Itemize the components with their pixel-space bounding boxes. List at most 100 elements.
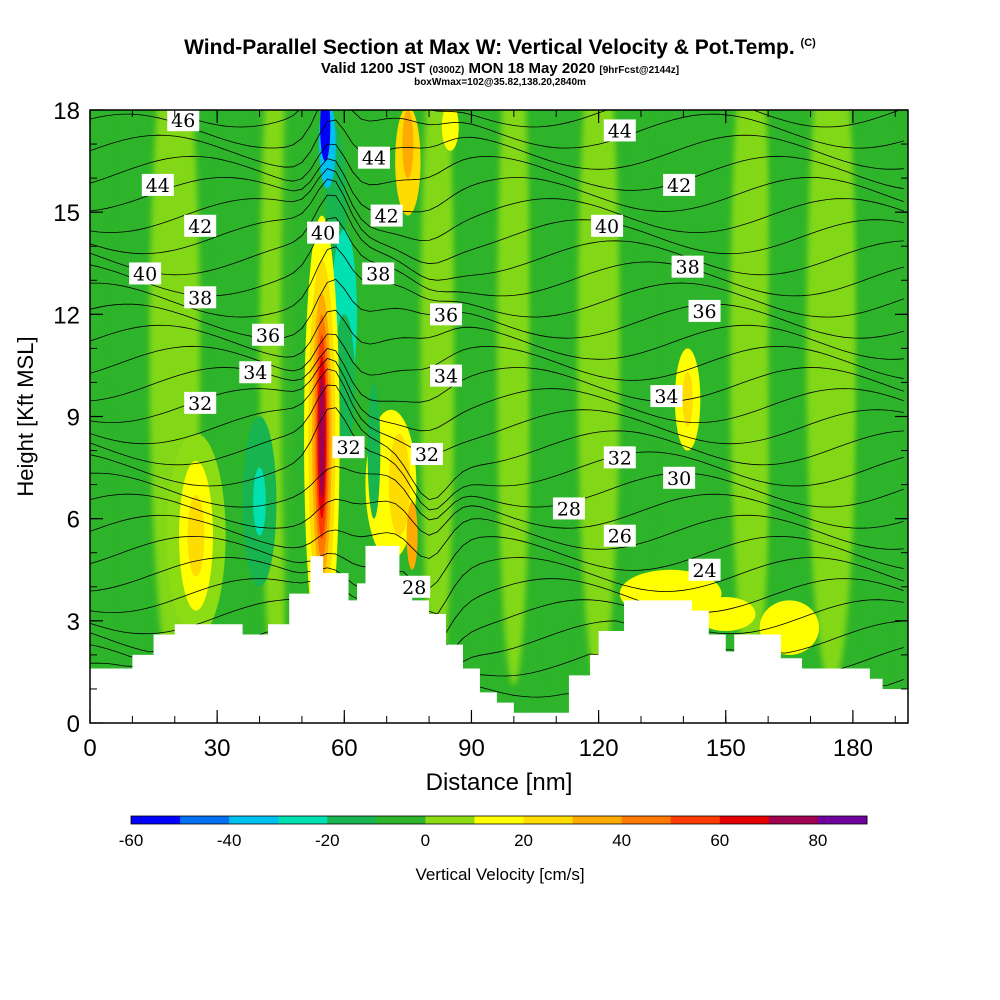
theta-contour [90, 309, 904, 360]
contour-label-box [252, 323, 285, 346]
x-tick-label: 30 [204, 735, 231, 762]
contour-label: 42 [375, 206, 399, 228]
y-axis-label: Height [Kft MSL] [13, 336, 38, 496]
contour-label-box [398, 575, 431, 598]
y-tick-label: 15 [53, 200, 80, 227]
contour-label-box [650, 385, 683, 408]
contour-label-box [357, 146, 390, 169]
updraft-core [318, 375, 325, 499]
colorbar-label: Vertical Velocity [cm/s] [415, 865, 584, 884]
contour-label-box [430, 364, 463, 387]
field-blob [441, 110, 459, 151]
field-blob [696, 596, 756, 632]
colorbar-tick-label: -60 [119, 831, 144, 850]
colorbar: -60 -40 -20 0 20 40 60 80 Vertical Velocity [cm/… [119, 815, 868, 884]
contour-label-box [184, 214, 217, 237]
contour-label: 24 [692, 560, 716, 582]
colorbar-swatch [768, 816, 819, 824]
colorbar-tick-label: 20 [514, 831, 533, 850]
y-tick-label: 0 [67, 711, 80, 738]
theta-contour [90, 246, 904, 318]
contour-label: 34 [243, 362, 267, 384]
theta-contour [90, 514, 904, 559]
colorbar-swatch [376, 816, 426, 824]
contour-label: 38 [676, 257, 700, 279]
contour-labels: 24 26 28 28 30 32 32 32 32 34 34 34 36 36 36 38 38 38 40 40… [129, 110, 721, 599]
contour-label: 28 [402, 577, 426, 599]
contour-label: 32 [415, 444, 439, 466]
contour-label-box [603, 446, 636, 469]
contour-label-box [603, 524, 636, 547]
contour-label-box [430, 303, 463, 326]
colorbar-swatch [229, 816, 279, 824]
theta-contour [90, 168, 904, 242]
theta-contour [90, 278, 904, 339]
contour-label: 42 [667, 175, 691, 197]
contour-label-box [663, 466, 696, 489]
colorbar-tick-label: 40 [612, 831, 631, 850]
colorbar-swatch [131, 816, 181, 824]
colorbar-tick-label: 60 [710, 831, 729, 850]
contour-label: 42 [188, 216, 212, 238]
colorbar-swatch [572, 816, 623, 824]
x-axis-label: Distance [nm] [426, 769, 573, 796]
field-blob [187, 494, 205, 577]
valid-time-utc: (0300Z) [429, 65, 465, 76]
contour-label-box [671, 255, 704, 278]
contour-label: 38 [188, 287, 212, 309]
field-blob [320, 110, 331, 162]
colorbar-swatch [425, 816, 475, 824]
theta-contour [90, 158, 904, 213]
x-tick-label: 150 [706, 735, 746, 762]
x-tick-label: 180 [833, 735, 873, 762]
theta-contour [90, 577, 904, 634]
contour-label: 28 [557, 498, 581, 520]
field-band [280, 110, 307, 686]
velocity-field [90, 110, 908, 723]
contour-label-box [129, 262, 162, 285]
contour-label: 32 [188, 393, 212, 415]
colorbar-swatch [327, 816, 377, 824]
theta-contour [90, 535, 904, 590]
contour-label: 36 [434, 304, 458, 326]
contour-label-box [591, 214, 624, 237]
colorbar-swatch [278, 816, 328, 824]
x-tick-label: 60 [331, 735, 358, 762]
chart-subtitle: Valid 1200 JST (0300Z) MON 18 May 2020 [… [0, 60, 1000, 77]
contour-label: 40 [133, 263, 157, 285]
contour-label: 46 [171, 110, 195, 132]
theta-contour [90, 368, 904, 455]
contour-label: 32 [608, 447, 632, 469]
theta-contour [90, 333, 904, 381]
contour-label: 30 [667, 468, 691, 490]
x-tick-label: 120 [579, 735, 619, 762]
colorbar-swatch [621, 816, 672, 824]
valid-date: MON 18 May 2020 [468, 60, 596, 77]
contour-label-box [362, 262, 395, 285]
contour-label: 40 [311, 223, 335, 245]
theta-contour [90, 143, 904, 191]
contour-label: 32 [336, 437, 360, 459]
colorbar-tick-label: -20 [315, 831, 340, 850]
field-band [458, 110, 501, 686]
theta-contour [90, 217, 904, 297]
theta-contour [90, 465, 904, 521]
colorbar-swatch [670, 816, 721, 824]
theta-contour [90, 384, 904, 501]
contour-label-box [239, 361, 272, 384]
colorbar-tick-label: 80 [808, 831, 827, 850]
contour-label: 44 [146, 175, 170, 197]
chart-title-text: Wind-Parallel Section at Max W: Vertical… [184, 36, 795, 59]
contour-label: 36 [692, 301, 716, 323]
field-blob [402, 110, 414, 179]
contour-label-box [603, 119, 636, 142]
colorbar-swatch [817, 816, 868, 824]
y-tick-label: 9 [67, 405, 80, 432]
field-band [730, 110, 773, 686]
contour-label-box [307, 221, 340, 244]
colorbar-tick-label: -40 [217, 831, 242, 850]
y-tick-label: 3 [67, 609, 80, 636]
contour-label-box [332, 436, 365, 459]
